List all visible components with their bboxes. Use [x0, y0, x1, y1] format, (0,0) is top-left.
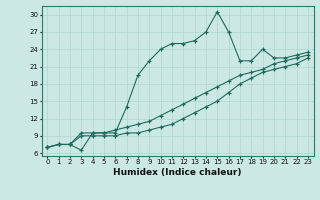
X-axis label: Humidex (Indice chaleur): Humidex (Indice chaleur) [113, 168, 242, 177]
